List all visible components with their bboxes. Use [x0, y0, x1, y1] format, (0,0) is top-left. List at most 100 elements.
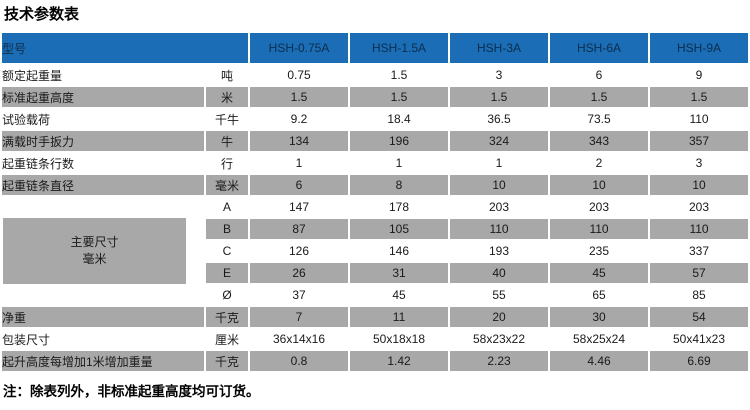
- value-cell: 50x41x23: [650, 329, 749, 349]
- value-cell: 3: [450, 65, 549, 85]
- row-label: 满载时手扳力: [2, 131, 204, 151]
- model-column-header: HSH-1.5A: [350, 33, 449, 63]
- value-cell: 26: [250, 263, 349, 283]
- sub-dimension-label: Ø: [206, 285, 249, 305]
- value-cell: 1.5: [550, 87, 649, 107]
- value-cell: 337: [650, 241, 749, 261]
- sub-dimension-label: B: [206, 219, 249, 239]
- value-cell: 357: [650, 131, 749, 151]
- value-cell: 87: [250, 219, 349, 239]
- value-cell: 147: [250, 197, 349, 217]
- value-cell: 9.2: [250, 109, 349, 129]
- unit-cell: 千牛: [206, 109, 249, 129]
- value-cell: 2.23: [450, 351, 549, 371]
- value-cell: 36x14x16: [250, 329, 349, 349]
- value-cell: 203: [450, 197, 549, 217]
- value-cell: 1.5: [450, 87, 549, 107]
- table-row: 起升高度每增加1米增加重量 千克 0.8 1.42 2.23 4.46 6.69: [2, 351, 749, 371]
- table-row: 主要尺寸 毫米 A 147 178 203 203 203: [2, 197, 749, 305]
- row-label: 净重: [2, 307, 204, 327]
- value-cell: 1.5: [250, 87, 349, 107]
- model-column-header: HSH-6A: [550, 33, 649, 63]
- value-cell: 57: [650, 263, 749, 283]
- row-label: 起重链条行数: [2, 153, 204, 173]
- value-cell: 110: [550, 219, 649, 239]
- sub-dimension-label: E: [206, 263, 249, 283]
- value-cell: 54: [650, 307, 749, 327]
- footnote: 注：除表列外，非标准起重高度均可订货。: [3, 384, 260, 399]
- value-cell: 45: [350, 285, 449, 305]
- dimension-group-label: 主要尺寸 毫米: [3, 218, 186, 284]
- unit-cell: 吨: [206, 65, 249, 85]
- value-cell: 0.8: [250, 351, 349, 371]
- value-cell: 6.69: [650, 351, 749, 371]
- value-cell: 20: [450, 307, 549, 327]
- value-cell: 58x23x22: [450, 329, 549, 349]
- table-row: 额定起重量吨 0.75 1.5 3 6 9: [2, 65, 749, 85]
- value-cell: 110: [650, 219, 749, 239]
- value-cell: 203: [650, 197, 749, 217]
- value-cell: 73.5: [550, 109, 649, 129]
- value-cell: 9: [650, 65, 749, 85]
- table-row: Ø 37 45 55 65 85: [2, 285, 749, 305]
- table-row: 包装尺寸 厘米 36x14x16 50x18x18 58x23x22 58x25x24 50…: [2, 329, 749, 349]
- table-row: 标准起重高度米 1.5 1.5 1.5 1.5 1.5: [2, 87, 749, 107]
- value-cell: 134: [250, 131, 349, 151]
- value-cell: 6: [550, 65, 649, 85]
- sub-dimension-label: A: [206, 197, 249, 217]
- value-cell: 11: [350, 307, 449, 327]
- row-label: 额定起重量: [2, 65, 204, 85]
- value-cell: 6: [250, 175, 349, 195]
- value-cell: 1: [250, 153, 349, 173]
- value-cell: 37: [250, 285, 349, 305]
- value-cell: 1.5: [350, 87, 449, 107]
- value-cell: 193: [450, 241, 549, 261]
- model-header-row: 型号 HSH-0.75A HSH-1.5A HSH-3A HSH-6A HSH-9A: [2, 33, 749, 63]
- value-cell: 18.4: [350, 109, 449, 129]
- row-label: 包装尺寸: [2, 329, 204, 349]
- unit-cell: 千克: [206, 351, 249, 371]
- row-label: 试验载荷: [2, 109, 204, 129]
- model-column-header: HSH-9A: [650, 33, 749, 63]
- value-cell: 30: [550, 307, 649, 327]
- table-row: B 87 105 110 110 110: [2, 219, 749, 239]
- value-cell: 10: [650, 175, 749, 195]
- unit-cell: 千克: [206, 307, 249, 327]
- value-cell: 31: [350, 263, 449, 283]
- row-label: 起升高度每增加1米增加重量: [2, 351, 204, 371]
- value-cell: 3: [650, 153, 749, 173]
- table-row: 满载时手扳力牛 134 196 324 343 357: [2, 131, 749, 151]
- table-row: 起重链条直径 毫米 6 8 10 10 10: [2, 175, 749, 195]
- params-table-body: 额定起重量吨 0.75 1.5 3 6 9 标准起重高度米 1.5 1.5 1.5 1.5 1.5 试验…: [2, 65, 749, 371]
- value-cell: 7: [250, 307, 349, 327]
- value-cell: 1.42: [350, 351, 449, 371]
- value-cell: 1.5: [650, 87, 749, 107]
- value-cell: 110: [650, 109, 749, 129]
- value-cell: 4.46: [550, 351, 649, 371]
- page-title: 技术参数表: [4, 6, 80, 23]
- value-cell: 50x18x18: [350, 329, 449, 349]
- value-cell: 65: [550, 285, 649, 305]
- value-cell: 196: [350, 131, 449, 151]
- model-header-cell: 型号: [2, 33, 249, 63]
- value-cell: 1.5: [350, 65, 449, 85]
- value-cell: 1: [450, 153, 549, 173]
- unit-cell: 厘米: [206, 329, 249, 349]
- table-row: C 126 146 193 235 337: [2, 241, 749, 261]
- value-cell: 85: [650, 285, 749, 305]
- unit-cell: 行: [206, 153, 249, 173]
- value-cell: 45: [550, 263, 649, 283]
- table-row: 净重 千克 7 11 20 30 54: [2, 307, 749, 327]
- params-table: 型号 HSH-0.75A HSH-1.5A HSH-3A HSH-6A HSH-9A 额…: [0, 31, 750, 373]
- value-cell: 105: [350, 219, 449, 239]
- value-cell: 36.5: [450, 109, 549, 129]
- value-cell: 0.75: [250, 65, 349, 85]
- unit-cell: 牛: [206, 131, 249, 151]
- value-cell: 1: [350, 153, 449, 173]
- dimension-group-cell: 主要尺寸 毫米: [2, 197, 204, 305]
- table-row: E 26 31 40 45 57: [2, 263, 749, 283]
- value-cell: 178: [350, 197, 449, 217]
- value-cell: 10: [450, 175, 549, 195]
- table-row: 起重链条行数行 1 1 1 2 3: [2, 153, 749, 173]
